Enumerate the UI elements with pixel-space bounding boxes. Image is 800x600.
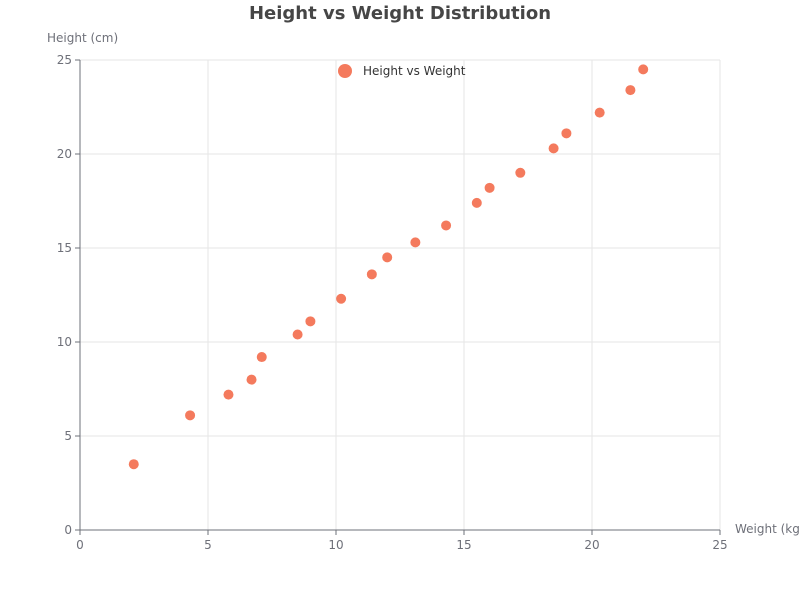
y-axis-label: Height (cm) (47, 31, 118, 45)
x-tick-label: 0 (76, 538, 84, 552)
x-tick-label: 5 (204, 538, 212, 552)
legend-marker (338, 64, 352, 78)
y-tick-label: 10 (57, 335, 72, 349)
data-point[interactable] (471, 197, 482, 208)
x-axis-label: Weight (kg) (735, 522, 800, 536)
data-point[interactable] (410, 237, 421, 248)
data-point[interactable] (441, 220, 452, 231)
data-point[interactable] (185, 410, 196, 421)
y-tick-label: 5 (64, 429, 72, 443)
data-point[interactable] (594, 107, 605, 118)
chart-title: Height vs Weight Distribution (249, 3, 551, 24)
data-point[interactable] (223, 389, 234, 400)
legend[interactable]: Height vs Weight (338, 64, 466, 78)
data-point[interactable] (256, 352, 267, 363)
x-tick-label: 15 (456, 538, 471, 552)
grid-lines (80, 59, 721, 530)
data-point[interactable] (548, 143, 559, 154)
data-point[interactable] (292, 329, 303, 340)
data-point[interactable] (366, 269, 377, 280)
data-point[interactable] (561, 128, 572, 139)
y-tick-label: 0 (64, 523, 72, 537)
data-point[interactable] (382, 252, 393, 263)
y-tick-label: 25 (57, 53, 72, 67)
data-point[interactable] (625, 85, 636, 96)
data-point[interactable] (305, 316, 316, 327)
data-point[interactable] (128, 459, 139, 470)
axes: 0 5 10 15 20 25 0 5 10 15 20 25 (57, 53, 728, 552)
x-tick-label: 10 (328, 538, 343, 552)
y-tick-label: 20 (57, 147, 72, 161)
data-point[interactable] (484, 182, 495, 193)
x-tick-label: 25 (712, 538, 727, 552)
x-tick-label: 20 (584, 538, 599, 552)
y-tick-label: 15 (57, 241, 72, 255)
data-point[interactable] (246, 374, 257, 385)
legend-label: Height vs Weight (363, 64, 466, 78)
data-points (128, 64, 649, 470)
data-point[interactable] (638, 64, 649, 75)
data-point[interactable] (515, 167, 526, 178)
data-point[interactable] (336, 293, 347, 304)
